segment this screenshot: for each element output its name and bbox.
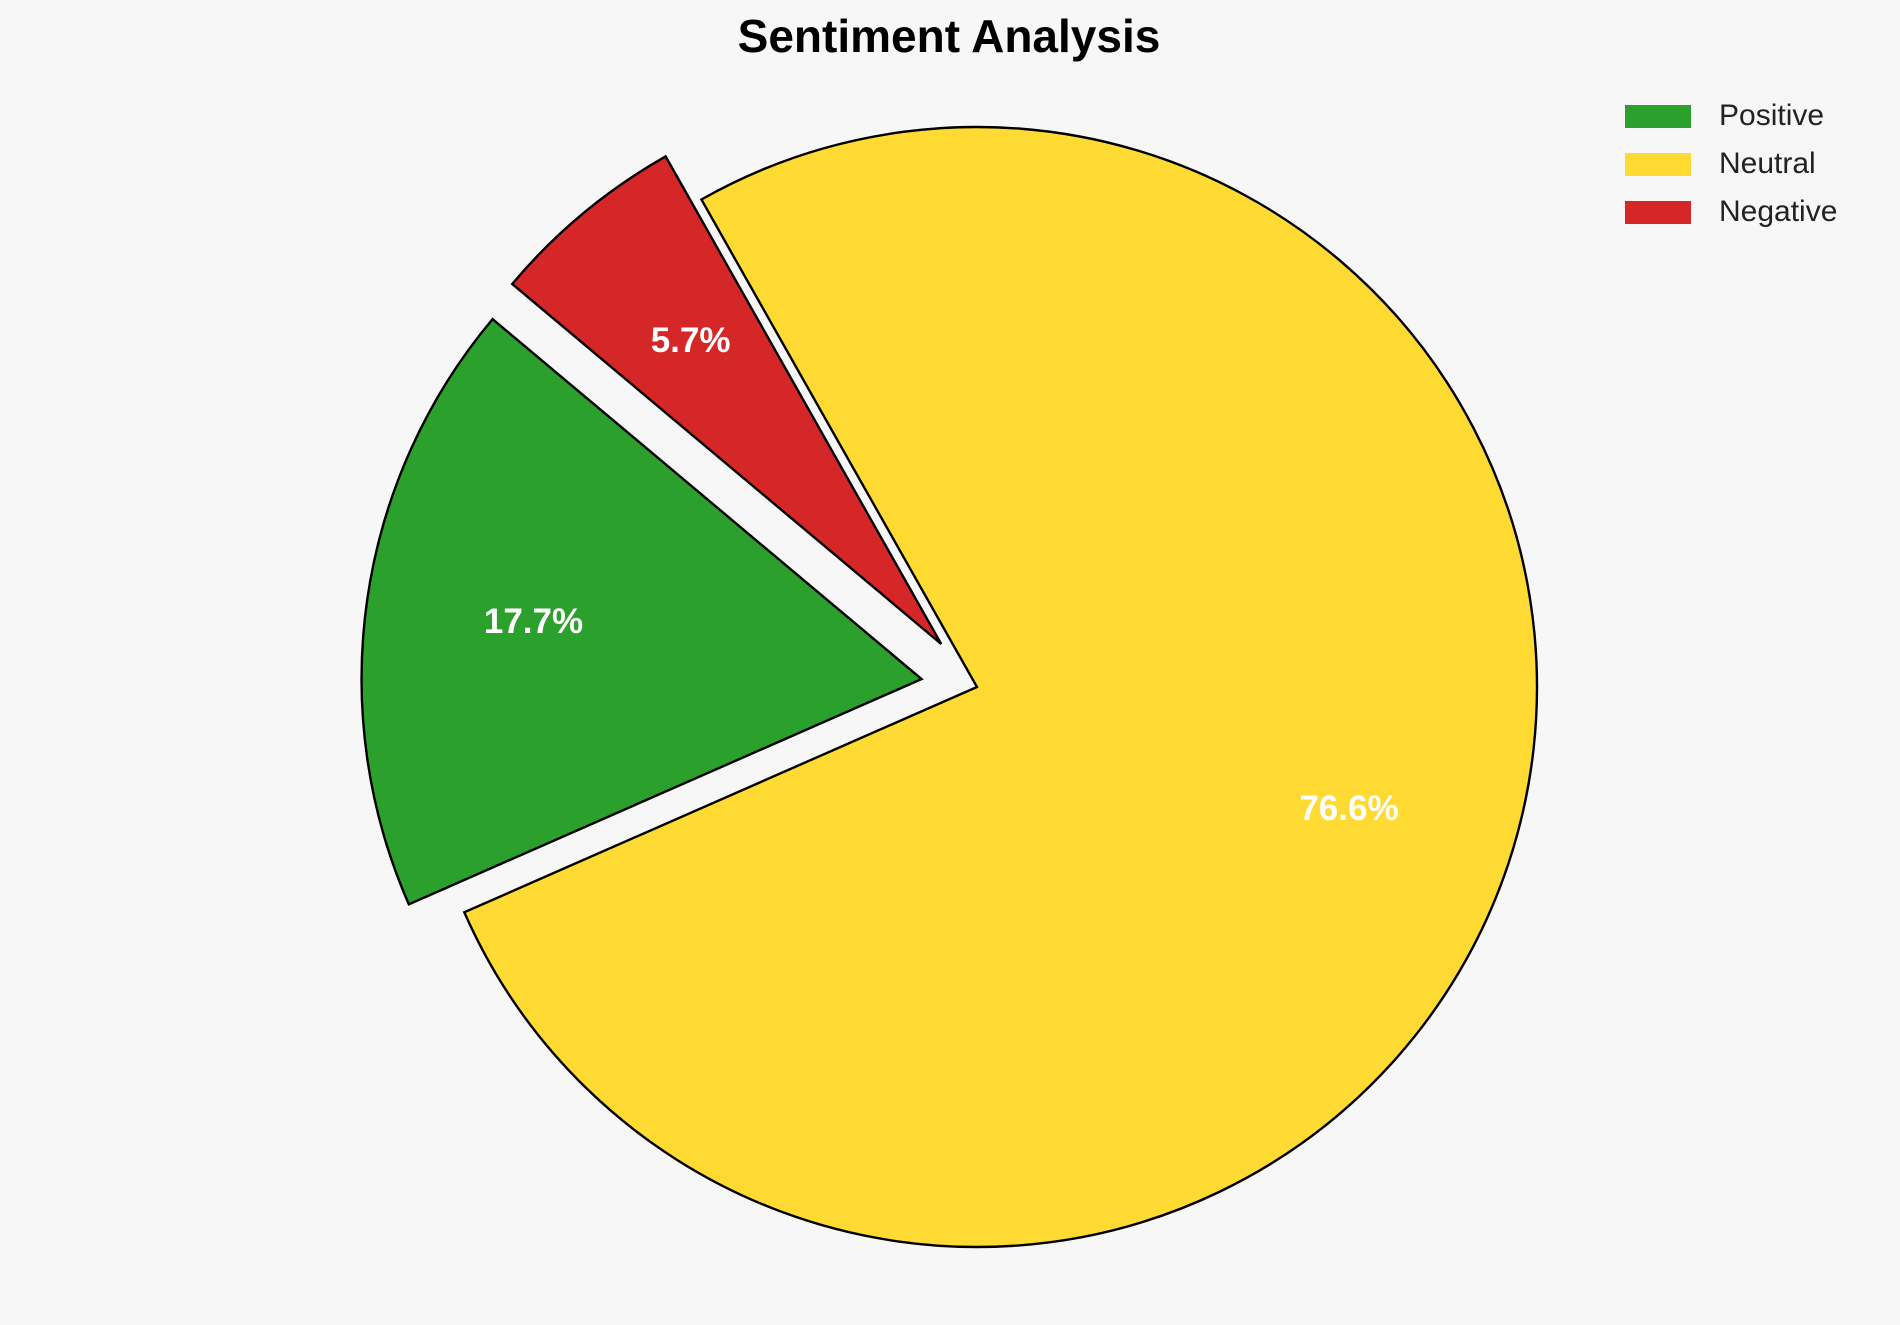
chart-title: Sentiment Analysis bbox=[738, 10, 1161, 62]
value-label: 76.6% bbox=[1299, 789, 1398, 828]
pie-wedge bbox=[510, 154, 943, 645]
legend-label: Positive bbox=[1719, 99, 1824, 132]
pie-wedge bbox=[462, 125, 1539, 1249]
value-label: 17.7% bbox=[484, 602, 583, 641]
legend-label: Negative bbox=[1719, 195, 1837, 228]
value-label: 5.7% bbox=[651, 321, 731, 360]
legend-label: Neutral bbox=[1719, 147, 1816, 180]
legend-swatch bbox=[1625, 201, 1691, 224]
legend-swatch bbox=[1625, 105, 1691, 128]
pie-wedge bbox=[360, 317, 924, 906]
legend-swatch bbox=[1625, 153, 1691, 176]
